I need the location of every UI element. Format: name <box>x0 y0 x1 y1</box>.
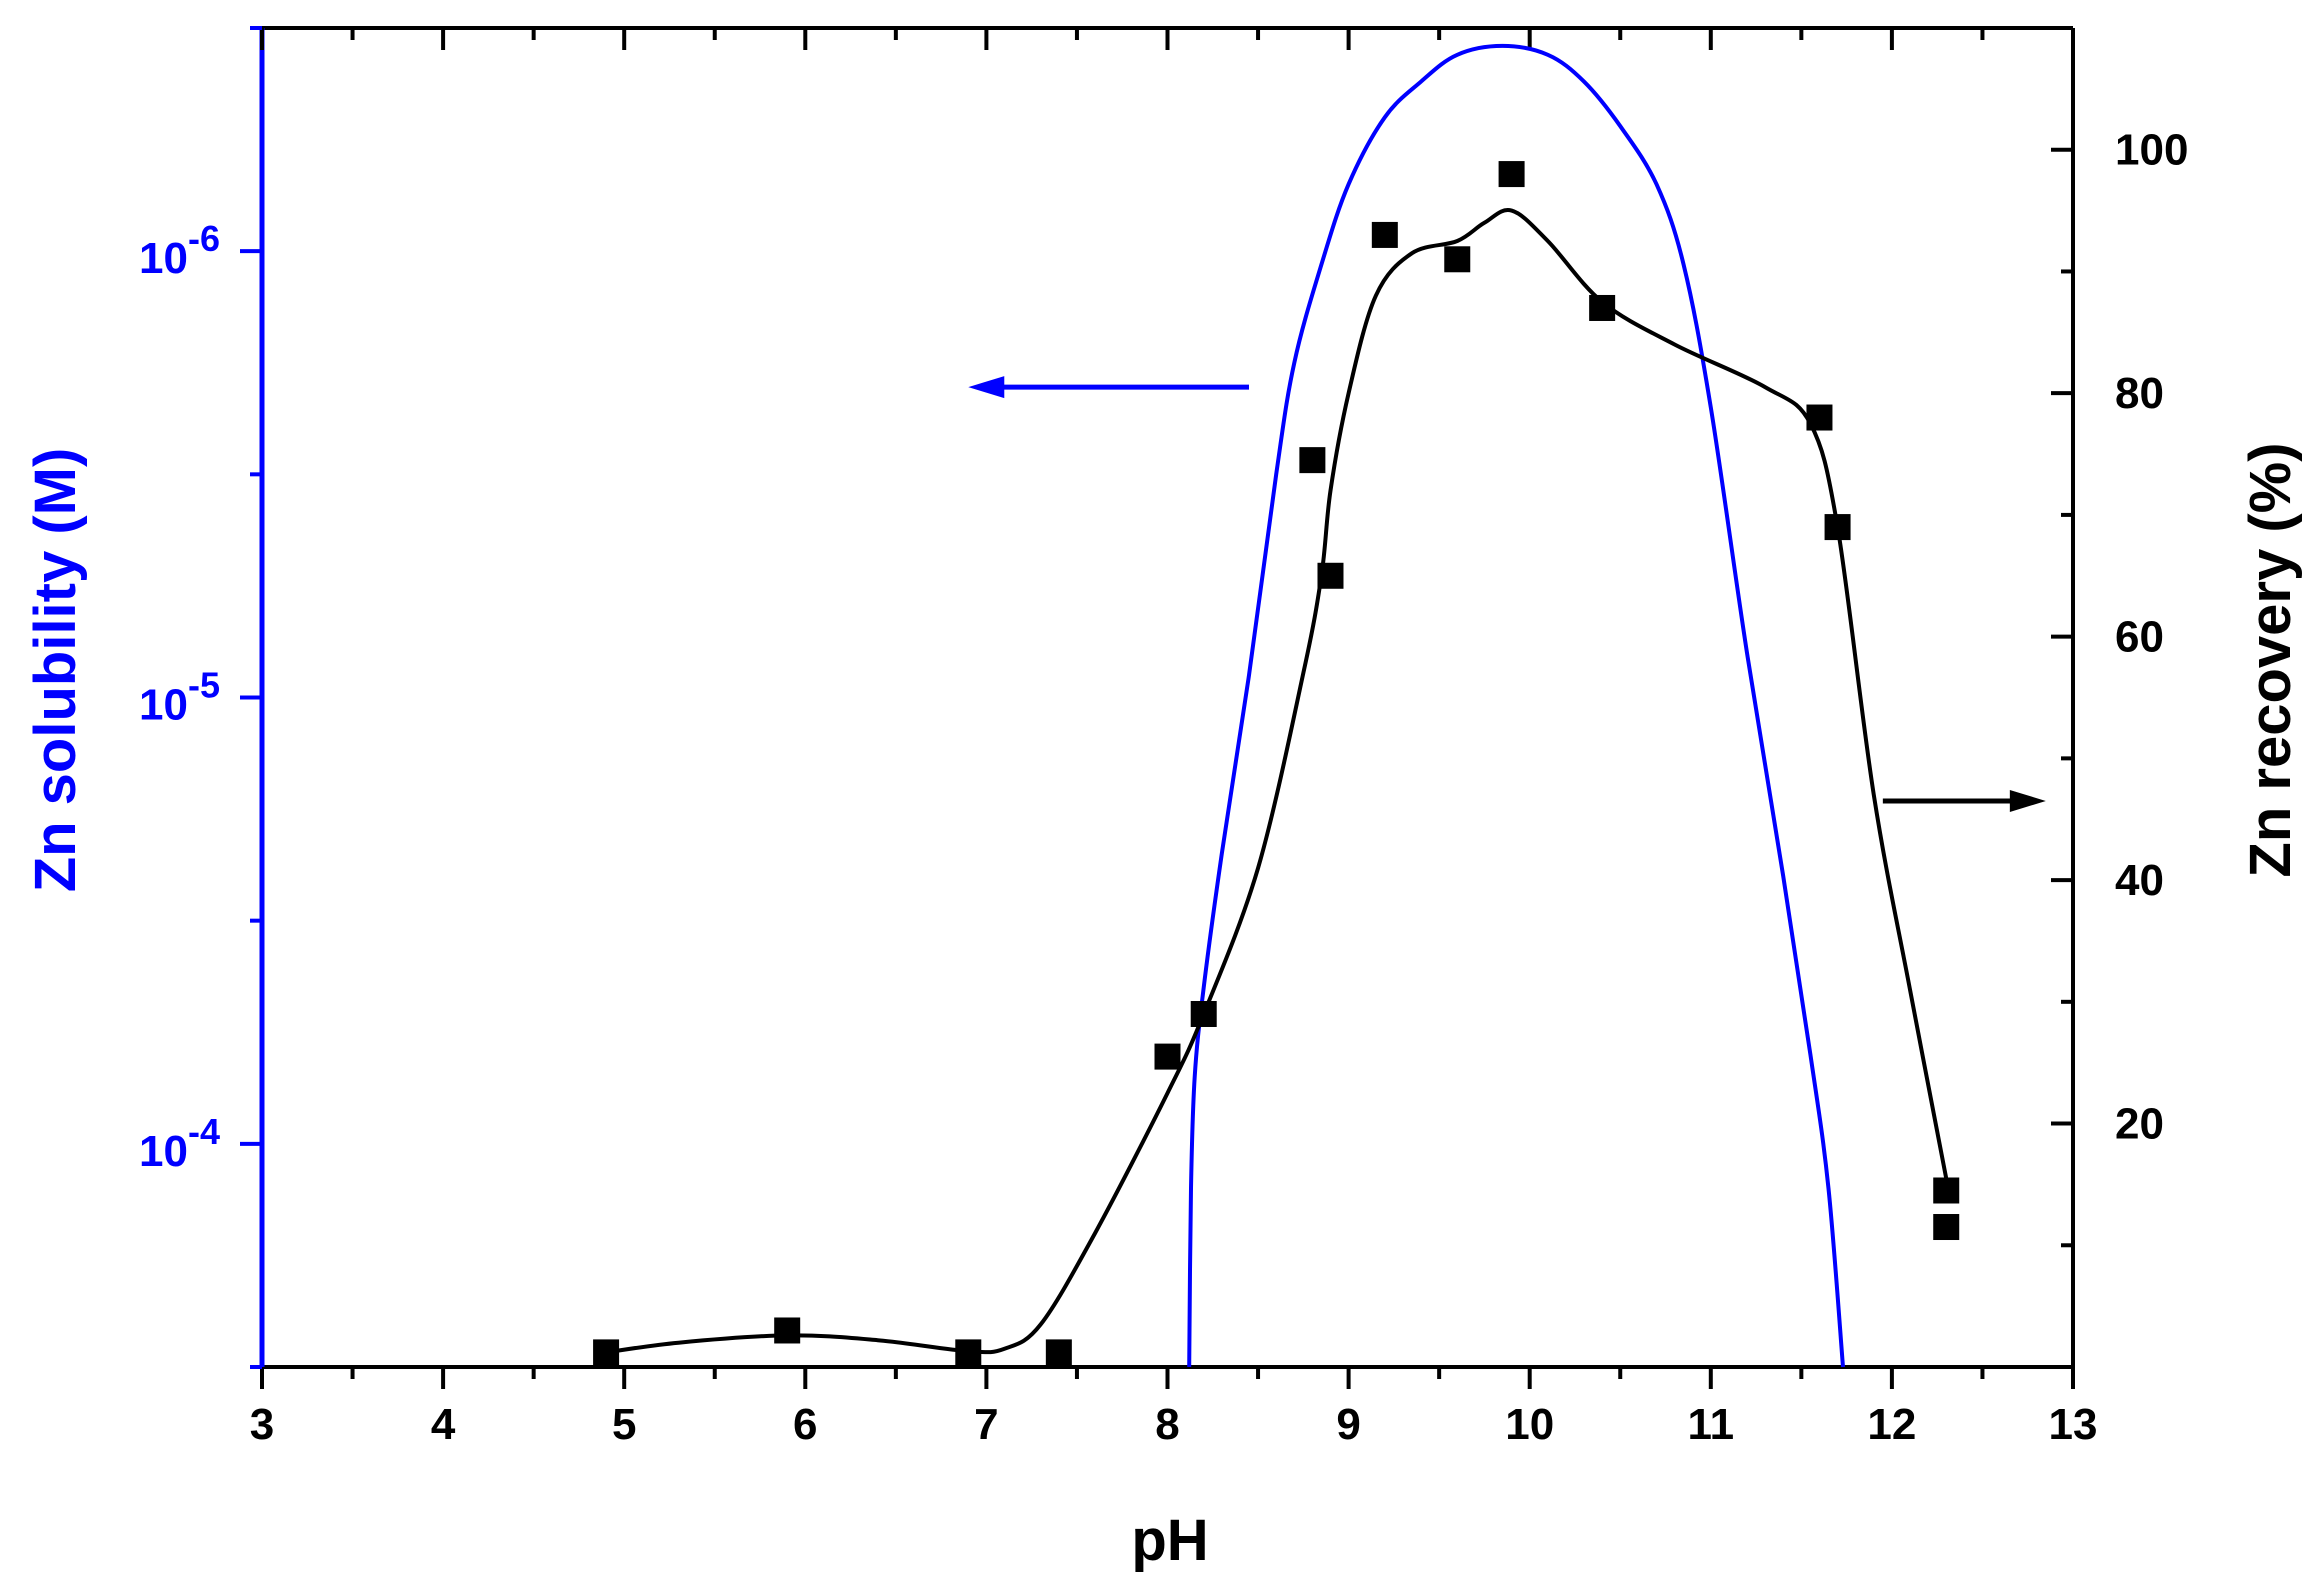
y-right-tick-label: 80 <box>2115 369 2164 418</box>
recovery-data-point <box>1498 161 1525 188</box>
annotations-group <box>968 376 2046 812</box>
recovery-data-point <box>1371 221 1398 248</box>
y-left-tick-label: 10-4 <box>139 1111 220 1176</box>
labels-group: pH Zn solubility (M) Zn recovery (%) <box>23 442 2303 1573</box>
x-tick-label: 6 <box>793 1400 817 1449</box>
y-right-tick-label: 40 <box>2115 856 2164 905</box>
recovery-data-point <box>1933 1214 1960 1241</box>
recovery-data-point <box>774 1317 801 1344</box>
solubility-curve <box>1187 43 1845 1368</box>
recovery-data-point <box>593 1339 620 1366</box>
series-group <box>593 43 1960 1368</box>
recovery-data-point <box>1824 514 1851 541</box>
recovery-fit-curve <box>605 208 1949 1355</box>
x-tick-label: 4 <box>431 1400 456 1449</box>
arrow-head <box>968 376 1005 399</box>
x-tick-label: 9 <box>1336 1400 1360 1449</box>
y-left-tick-label: 10-6 <box>139 218 220 283</box>
recovery-data-point <box>1444 246 1471 273</box>
recovery-data-point <box>1317 562 1344 589</box>
recovery-data-point <box>1806 404 1833 431</box>
y-right-axis-title: Zn recovery (%) <box>2238 442 2303 877</box>
x-tick-label: 3 <box>250 1400 274 1449</box>
x-tick-label: 13 <box>2049 1400 2098 1449</box>
recovery-data-point <box>1190 1000 1217 1027</box>
x-tick-label: 5 <box>612 1400 636 1449</box>
recovery-data-point <box>1933 1177 1960 1204</box>
y-right-tick-label: 60 <box>2115 613 2164 662</box>
recovery-data-point <box>1589 294 1616 321</box>
x-tick-label: 10 <box>1505 1400 1554 1449</box>
recovery-data-point <box>1045 1339 1072 1366</box>
x-axis-title: pH <box>1131 1508 1208 1573</box>
y-right-tick-label: 20 <box>2115 1100 2164 1149</box>
arrow-head <box>2009 789 2046 812</box>
recovery-data-point <box>1299 447 1326 474</box>
y-left-axis-title: Zn solubility (M) <box>23 448 88 893</box>
x-tick-label: 8 <box>1155 1400 1179 1449</box>
x-tick-label: 12 <box>1867 1400 1916 1449</box>
y-left-tick-label: 10-5 <box>139 665 220 730</box>
x-tick-label: 7 <box>974 1400 998 1449</box>
recovery-data-point <box>1154 1043 1181 1070</box>
x-tick-label: 11 <box>1688 1400 1735 1449</box>
axes-group: 3 4 5 6 7 8 9 10 11 12 13 20 40 60 80 100 10-6 10-5 10-4 <box>139 26 2188 1449</box>
y-right-tick-label: 100 <box>2115 126 2188 175</box>
recovery-data-point <box>955 1339 982 1366</box>
